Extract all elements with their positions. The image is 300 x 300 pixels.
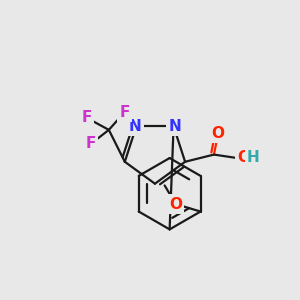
Text: O: O [212, 126, 225, 141]
Text: N: N [168, 119, 181, 134]
Text: F: F [86, 136, 96, 151]
Text: N: N [129, 119, 142, 134]
Text: O: O [238, 150, 250, 165]
Text: F: F [119, 104, 130, 119]
Text: O: O [169, 196, 182, 211]
Text: H: H [246, 150, 259, 165]
Text: F: F [82, 110, 92, 125]
